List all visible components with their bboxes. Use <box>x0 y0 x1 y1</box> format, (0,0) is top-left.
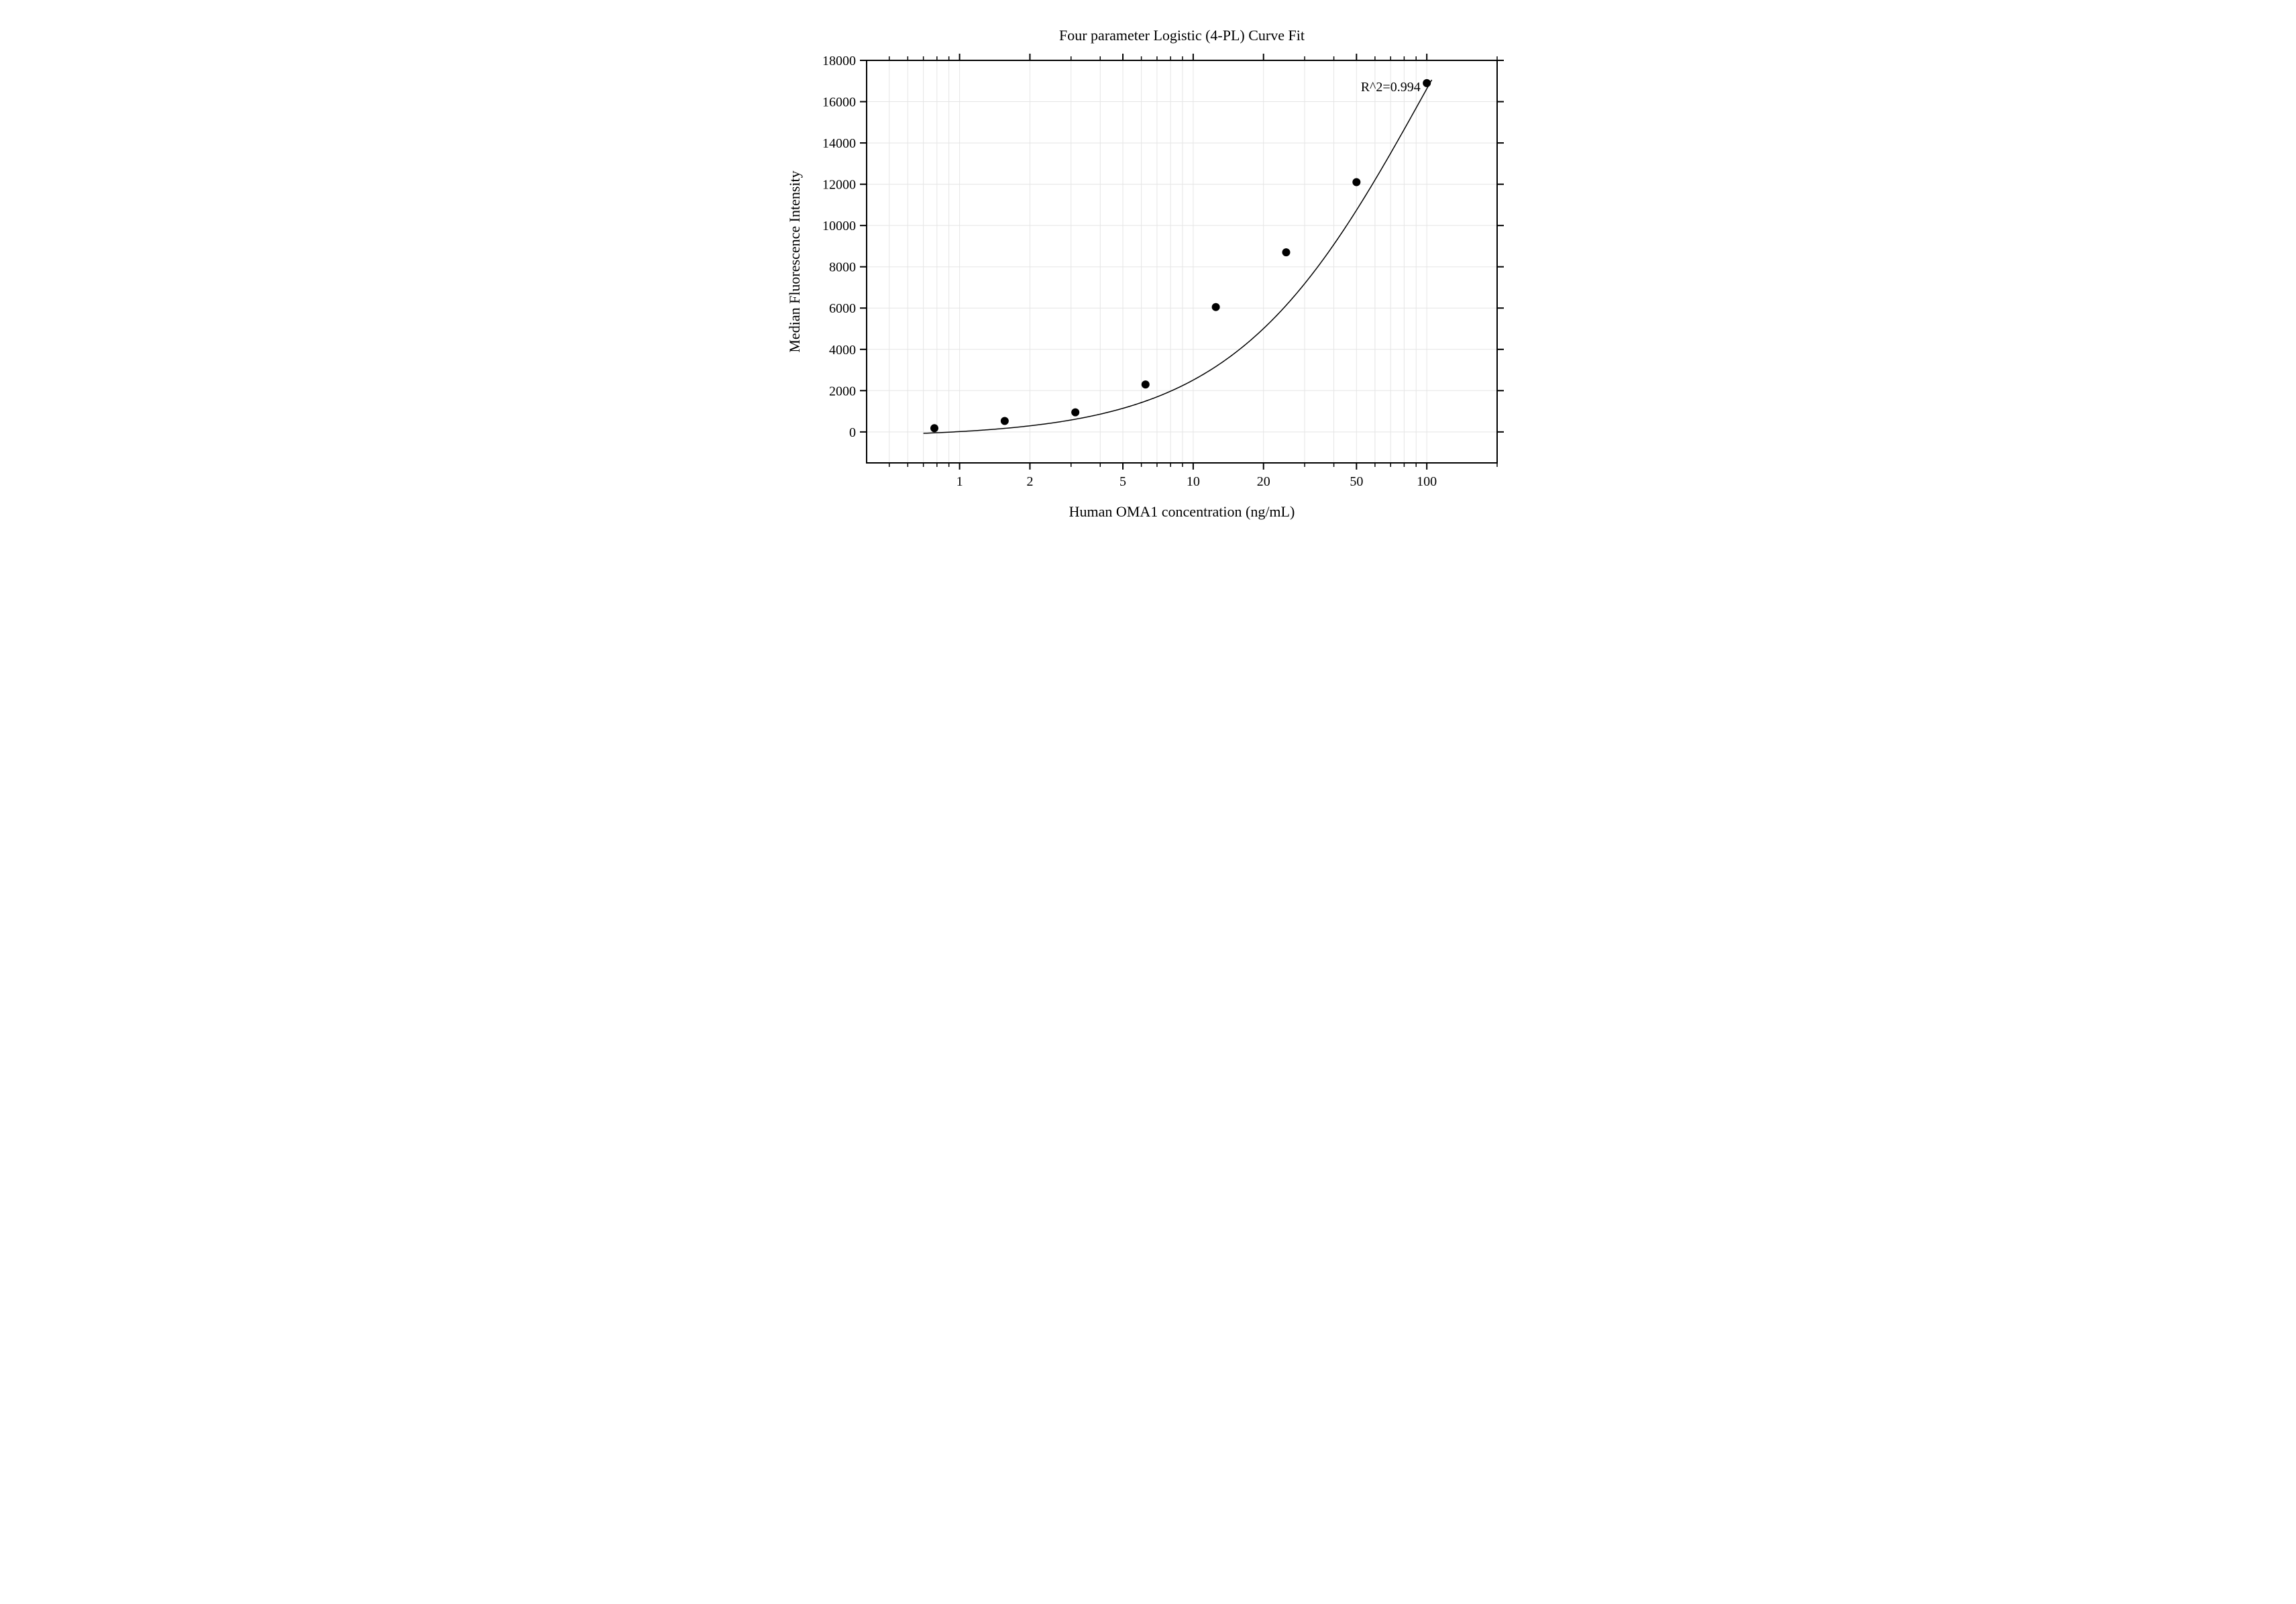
y-tick-label: 14000 <box>822 136 856 151</box>
y-tick-label: 8000 <box>829 260 856 275</box>
data-point <box>1000 417 1008 425</box>
y-tick-label: 0 <box>849 425 856 440</box>
x-tick-label: 20 <box>1256 474 1270 489</box>
data-point <box>930 424 938 432</box>
data-point <box>1282 248 1290 256</box>
y-tick-label: 6000 <box>829 301 856 316</box>
y-tick-label: 12000 <box>822 178 856 193</box>
y-tick-label: 18000 <box>822 54 856 68</box>
data-point <box>1352 178 1360 186</box>
data-point <box>1071 409 1079 417</box>
data-point <box>1211 303 1219 311</box>
r-squared-annotation: R^2=0.994 <box>1360 80 1420 95</box>
x-tick-label: 5 <box>1119 474 1126 489</box>
y-tick-label: 2000 <box>829 384 856 398</box>
chart-container: 1 2 5 10 20 50 100 0 2000 4000 6000 8000 10000 12000 1… <box>746 13 1551 576</box>
chart-title: Four parameter Logistic (4-PL) Curve Fit <box>1059 27 1305 44</box>
x-tick-label: 10 <box>1186 474 1199 489</box>
x-tick-label: 2 <box>1026 474 1033 489</box>
y-tick-label: 4000 <box>829 343 856 358</box>
data-point <box>1141 380 1149 388</box>
y-tick-label: 10000 <box>822 219 856 233</box>
x-tick-label: 1 <box>956 474 963 489</box>
x-tick-label: 100 <box>1417 474 1437 489</box>
x-tick-label: 50 <box>1350 474 1363 489</box>
y-axis-label: Median Fluorescence Intensity <box>786 170 803 352</box>
x-axis-label: Human OMA1 concentration (ng/mL) <box>1069 503 1295 520</box>
y-tick-label: 16000 <box>822 95 856 110</box>
data-point <box>1423 79 1431 87</box>
chart-svg: 1 2 5 10 20 50 100 0 2000 4000 6000 8000 10000 12000 1… <box>746 13 1551 576</box>
